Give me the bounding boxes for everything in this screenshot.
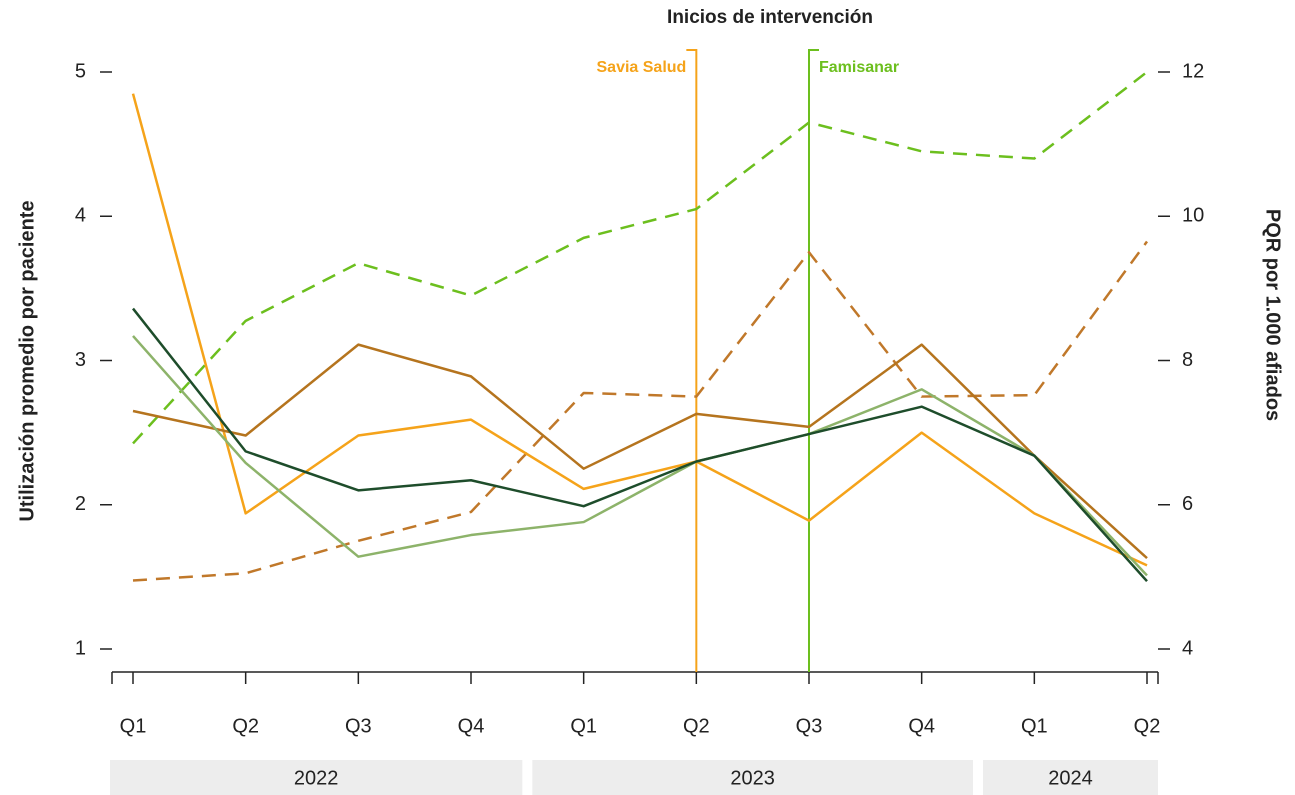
y-tick-label: 4 <box>75 205 86 227</box>
x-tick-label: Q1 <box>1021 715 1048 737</box>
intervention-label: Famisanar <box>819 59 899 76</box>
x-tick-label: Q2 <box>1134 715 1161 737</box>
x-tick-label: Q2 <box>232 715 259 737</box>
y2-tick-label: 8 <box>1182 349 1193 371</box>
x-tick-label: Q2 <box>683 715 710 737</box>
year-label: 2024 <box>1048 767 1093 789</box>
y2-tick-label: 6 <box>1182 493 1193 515</box>
x-tick-label: Q3 <box>345 715 372 737</box>
y-tick-label: 5 <box>75 60 86 82</box>
y2-tick-label: 4 <box>1182 637 1193 659</box>
intervention-line <box>808 49 819 672</box>
intervention-line <box>686 49 698 672</box>
series-line <box>132 240 1149 582</box>
y-tick-label: 1 <box>75 637 86 659</box>
x-tick-label: Q1 <box>120 715 147 737</box>
series-line <box>131 93 1148 567</box>
x-tick-label: Q1 <box>570 715 597 737</box>
series-line <box>132 343 1148 560</box>
year-label: 2023 <box>730 767 775 789</box>
year-box <box>532 760 973 795</box>
y2-tick-label: 10 <box>1182 205 1204 227</box>
series-line <box>132 71 1148 445</box>
y2-axis-label: PQR por 1.000 afiados <box>1262 209 1284 421</box>
year-box <box>110 760 523 795</box>
year-label: 2022 <box>294 767 339 789</box>
x-tick-label: Q4 <box>908 715 935 737</box>
y-tick-label: 2 <box>75 493 86 515</box>
annotation-title: Inicios de intervención <box>667 7 873 28</box>
intervention-label: Savia Salud <box>597 59 687 76</box>
y-axis-label: Utilización promedio por paciente <box>16 200 38 521</box>
x-tick-label: Q3 <box>796 715 823 737</box>
y2-tick-label: 12 <box>1182 60 1204 82</box>
series-line <box>132 307 1148 583</box>
x-tick-label: Q4 <box>458 715 485 737</box>
series-line <box>132 335 1148 577</box>
y-tick-label: 3 <box>75 349 86 371</box>
year-box <box>983 760 1158 795</box>
